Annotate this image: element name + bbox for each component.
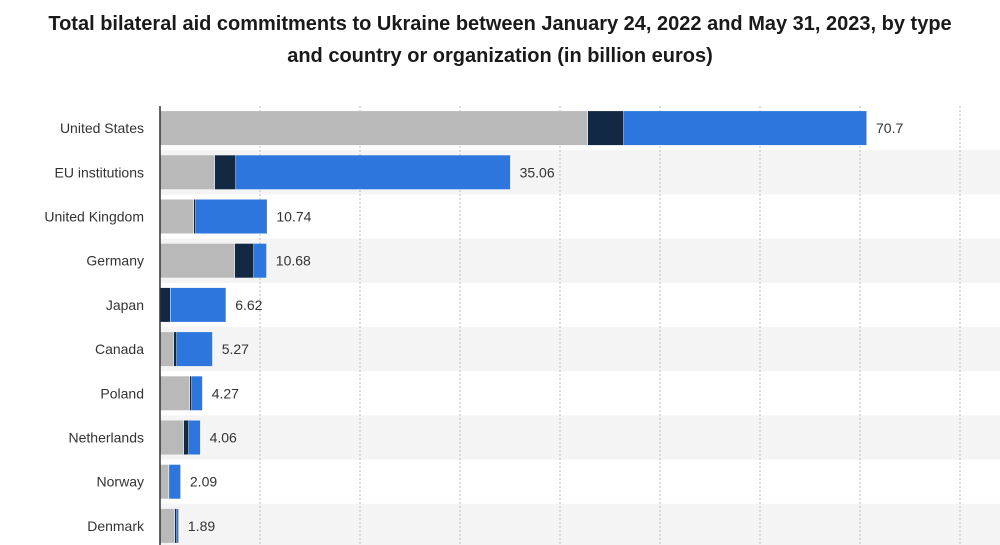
- row-band: [160, 415, 1000, 460]
- category-label: Norway: [97, 474, 144, 490]
- bar-segment: [160, 376, 190, 411]
- bar-segment: [189, 420, 201, 455]
- bar-segment: [160, 155, 215, 190]
- bar-segment: [190, 376, 192, 411]
- data-label: 4.27: [212, 385, 239, 401]
- bar-segment: [254, 243, 267, 278]
- row-band: [160, 503, 1000, 545]
- data-label: 1.89: [188, 518, 215, 534]
- data-label: 4.06: [210, 430, 237, 446]
- data-label: 2.09: [190, 474, 217, 490]
- bar-segment: [170, 464, 181, 499]
- bar-segment: [235, 243, 254, 278]
- data-label: 10.68: [276, 253, 311, 269]
- category-label: Canada: [95, 341, 144, 357]
- bar-segment: [160, 199, 194, 234]
- bar-segment: [196, 199, 267, 234]
- bar-segment: [160, 464, 169, 499]
- category-label: United States: [60, 120, 144, 136]
- bar-segment: [588, 111, 624, 146]
- bar-segment: [160, 243, 235, 278]
- chart-title: Total bilateral aid commitments to Ukrai…: [48, 13, 952, 67]
- bar-segment: [175, 508, 177, 543]
- bar-segment: [169, 464, 170, 499]
- bar-segment: [160, 508, 175, 543]
- bar-segment: [177, 332, 213, 367]
- bar-segment: [160, 420, 184, 455]
- category-label: Poland: [100, 385, 144, 401]
- data-label: 6.62: [235, 297, 262, 313]
- bar-segment: [215, 155, 236, 190]
- bar-segment: [192, 376, 203, 411]
- bar-segment: [236, 155, 511, 190]
- category-label: Germany: [86, 253, 144, 269]
- bar-segment: [174, 332, 177, 367]
- bar-segment: [160, 332, 174, 367]
- bar-segment: [170, 287, 226, 322]
- category-label: EU institutions: [55, 164, 144, 180]
- bar-segment: [624, 111, 867, 146]
- category-label: United Kingdom: [44, 209, 144, 225]
- bar-segment: [160, 111, 588, 146]
- bar-segment: [177, 508, 179, 543]
- bar-segment: [184, 420, 189, 455]
- data-label: 10.74: [276, 209, 311, 225]
- row-band: [160, 327, 1000, 372]
- bar-segment: [160, 287, 170, 322]
- category-label: Netherlands: [69, 430, 145, 446]
- data-label: 5.27: [222, 341, 249, 357]
- data-label: 35.06: [520, 164, 555, 180]
- category-label: Japan: [106, 297, 144, 313]
- bar-segment: [194, 199, 196, 234]
- data-label: 70.7: [876, 120, 903, 136]
- category-label: Denmark: [87, 518, 145, 534]
